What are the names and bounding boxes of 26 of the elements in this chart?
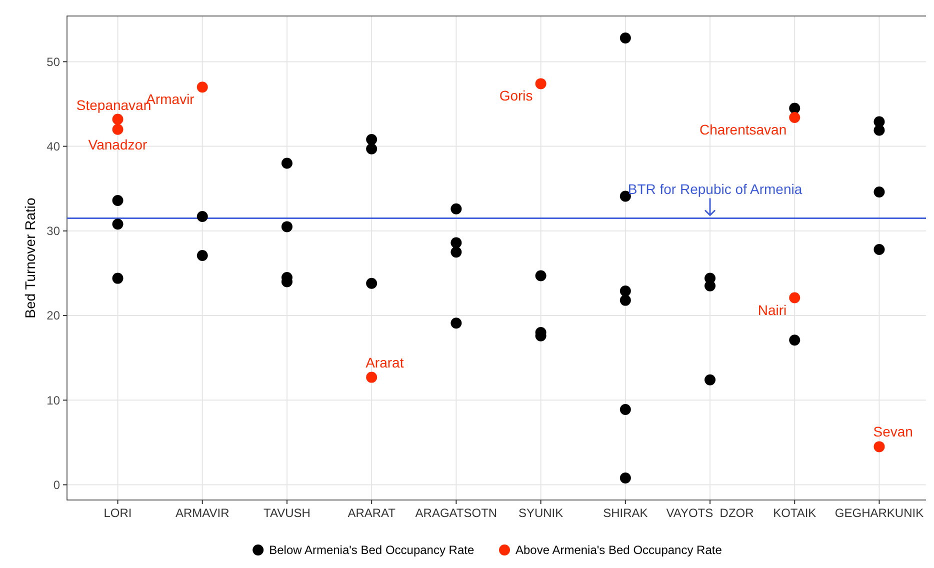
x-tick-label: KOTAIK bbox=[773, 506, 816, 520]
x-tick-label: TAVUSH bbox=[264, 506, 310, 520]
y-tick-label: 40 bbox=[46, 140, 60, 154]
annotation: Vanadzor bbox=[88, 136, 148, 152]
annotation: BTR for Repubic of Armenia bbox=[628, 181, 802, 198]
x-tick-label: SYUNIK bbox=[518, 506, 564, 520]
x-tick-label: ARAGATSOTN bbox=[415, 506, 498, 520]
y-axis-title: Bed Turnover Ratio bbox=[22, 197, 38, 318]
y-tick-label: 0 bbox=[53, 478, 60, 492]
y-tick-label: 10 bbox=[46, 393, 60, 408]
legend-label: Below Armenia's Bed Occupancy Rate bbox=[269, 543, 474, 558]
x-tick-label: ARARAT bbox=[348, 506, 396, 520]
legend-label: Above Armenia's Bed Occupancy Rate bbox=[516, 543, 722, 558]
x-tick-label: GEGHARKUNIK bbox=[834, 506, 924, 520]
annotation: Goris bbox=[499, 88, 533, 104]
y-tick-label: 20 bbox=[46, 308, 60, 323]
x-tick-label: ARMAVIR bbox=[175, 506, 230, 520]
annotation: Charentsavan bbox=[699, 122, 787, 138]
annotation: Ararat bbox=[366, 354, 404, 370]
x-tick-label: VAYOTS DZOR bbox=[666, 506, 754, 520]
y-tick-label: 30 bbox=[46, 224, 60, 238]
x-tick-label: SHIRAK bbox=[603, 506, 648, 520]
y-tick-label: 50 bbox=[46, 54, 60, 69]
annotation: Sevan bbox=[873, 424, 913, 440]
annotation: Nairi bbox=[758, 302, 787, 318]
x-tick-label: LORI bbox=[104, 506, 132, 520]
